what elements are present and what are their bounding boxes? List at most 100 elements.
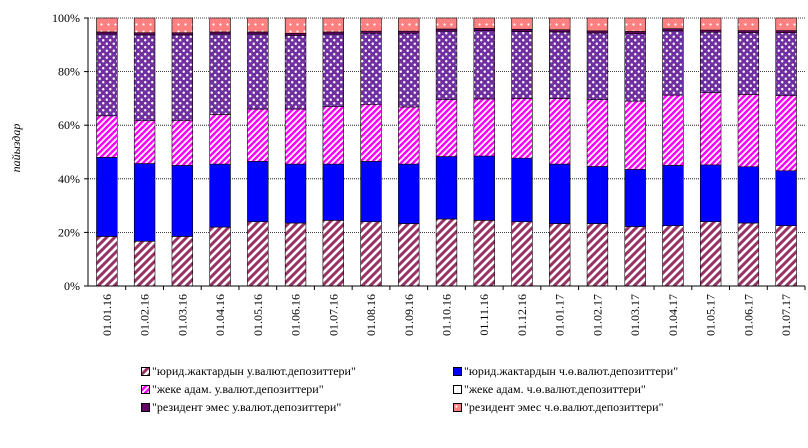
bar-segment [322, 220, 344, 287]
bar-segment [586, 32, 609, 100]
bar-segment [699, 29, 722, 33]
x-tick-label: 01.09.16 [402, 294, 416, 336]
bar-segment [209, 33, 231, 115]
bar-segment [549, 98, 571, 165]
bar-segment [511, 157, 533, 222]
bar-segment [398, 163, 420, 224]
bar-segment [586, 223, 609, 287]
bar-segment [699, 221, 722, 287]
y-tick-label: 0% [64, 279, 80, 293]
bar-segment [549, 223, 571, 287]
bar-segment [360, 221, 382, 287]
x-tick-label: 01.03.16 [175, 294, 189, 336]
bar-segment [586, 17, 609, 32]
bar-segment [511, 98, 533, 159]
bar-segment [398, 32, 420, 108]
bar-segment [284, 108, 307, 165]
x-tick-label: 01.01.16 [100, 294, 114, 336]
bar-segment [247, 31, 269, 35]
y-tick-label: 40% [58, 172, 80, 186]
x-tick-label: 01.05.17 [704, 294, 718, 336]
x-tick-label: 01.04.17 [666, 294, 680, 336]
bar-segment [322, 31, 344, 35]
bar-segment [360, 32, 382, 105]
bar-segment [624, 31, 646, 34]
bar-segment [473, 155, 495, 221]
bar-segment [171, 120, 194, 166]
bar-segment [171, 236, 194, 287]
bar-segment [398, 106, 420, 165]
bar-segment [435, 156, 458, 220]
bar-segment [624, 169, 646, 227]
bar-segment [247, 221, 269, 287]
bar-segment [435, 99, 458, 157]
bar-segment [624, 33, 646, 102]
bar-segment [511, 31, 533, 99]
bar-segment [511, 28, 533, 32]
x-tick-label: 01.11.16 [477, 294, 491, 336]
x-tick-label: 01.07.17 [779, 294, 793, 336]
bar-segment [209, 114, 231, 165]
bar-segment [549, 163, 571, 224]
bar-segment [473, 28, 495, 31]
x-tick-label: 01.10.16 [440, 294, 454, 336]
bar-segment [737, 166, 760, 224]
x-tick-label: 01.02.17 [590, 294, 604, 336]
bar-segment [775, 17, 797, 31]
bar-segment [775, 225, 797, 287]
x-tick-label: 01.03.17 [628, 294, 642, 336]
x-tick-label: 01.02.16 [138, 294, 152, 336]
bar-segment [624, 100, 646, 170]
bar-segment [473, 30, 495, 100]
y-axis-label: пайыздар [9, 124, 23, 173]
bar-segment [247, 17, 269, 33]
bar-segment [284, 35, 307, 110]
bar-segment [662, 28, 684, 32]
bar-segment [96, 33, 118, 117]
y-tick-label: 80% [58, 65, 80, 79]
x-tick-label: 01.07.16 [326, 294, 340, 336]
bar-segment [662, 94, 684, 166]
bar-segment [171, 17, 194, 34]
bar-segment [322, 163, 344, 221]
bar-segment [586, 30, 609, 34]
bar-segment [775, 32, 797, 97]
bar-segment [586, 99, 609, 167]
x-tick-label: 01.05.16 [251, 294, 265, 336]
bar-segment [737, 94, 760, 168]
bar-segment [284, 17, 307, 34]
x-tick-label: 01.12.16 [515, 294, 529, 336]
bar-segment [360, 161, 382, 222]
bar-segment [549, 29, 571, 33]
bar-segment [737, 222, 760, 287]
bar-segment [171, 165, 194, 237]
bar-segment [435, 218, 458, 287]
bar-segment [586, 166, 609, 224]
bar-segment [209, 226, 231, 287]
bar-segment [360, 103, 382, 162]
bar-segment [133, 34, 156, 121]
x-tick-label: 01.06.17 [741, 294, 755, 336]
bar-segment [171, 34, 194, 121]
bar-segment [171, 32, 194, 36]
bar-segment [247, 33, 269, 110]
bar-segment [699, 92, 722, 166]
bar-segment [96, 236, 118, 287]
bar-segment [775, 95, 797, 172]
bar-segment [473, 17, 495, 29]
y-tick-label: 20% [58, 225, 80, 239]
bar-segment [398, 17, 420, 32]
bar-segment [699, 31, 722, 93]
bar-segment [737, 17, 760, 31]
bar-segment [322, 33, 344, 107]
bar-segment [360, 30, 382, 34]
bar-segment [511, 221, 533, 287]
bar-segment [737, 30, 760, 34]
bar-segment [96, 17, 118, 33]
bar-segment [775, 30, 797, 34]
bar-segment [360, 17, 382, 32]
bar-segment [322, 106, 344, 165]
bar-segment [247, 161, 269, 222]
bar-segment [549, 31, 571, 99]
bar-segment [209, 163, 231, 228]
